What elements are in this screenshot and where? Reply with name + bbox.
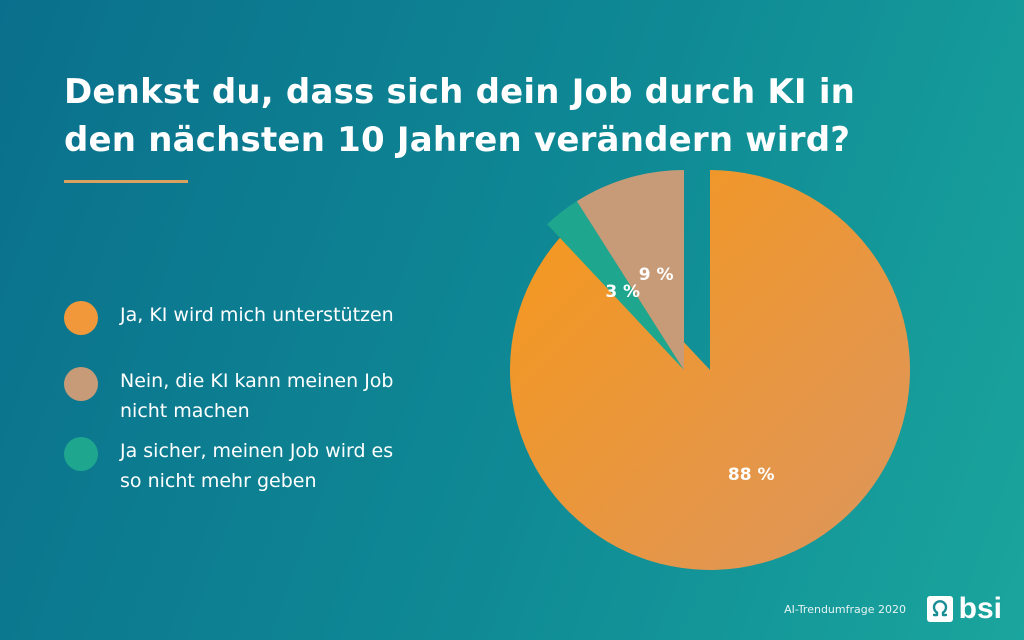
legend-item-unterstuetzen: Ja, KI wird mich unterstützen (64, 300, 410, 335)
legend-swatch-unterstuetzen (64, 301, 98, 335)
pie-chart: 88 % 3 %9 % (509, 170, 910, 570)
legend-swatch-nicht-machen (64, 367, 98, 401)
omega-icon (926, 596, 953, 622)
chart-title: Denkst du, dass sich dein Job durch KI i… (64, 72, 856, 160)
logo-text: bsi (958, 592, 1002, 625)
legend-label-nicht-machen: Nein, die KI kann meinen Job nicht mache… (120, 370, 394, 422)
pie-label-88: 88 % (728, 465, 775, 485)
legend-label-unterstuetzen: Ja, KI wird mich unterstützen (120, 304, 394, 326)
title-underline (64, 180, 188, 183)
legend-item-nicht-mehr-geben: Ja sicher, meinen Job wird es so nicht m… (64, 436, 410, 496)
legend-item-nicht-machen: Nein, die KI kann meinen Job nicht mache… (64, 366, 410, 426)
legend-swatch-nicht-mehr-geben (64, 437, 98, 471)
pie-label-9: 9 % (639, 265, 674, 285)
source-note: AI-Trendumfrage 2020 (784, 603, 906, 616)
legend-label-nicht-mehr-geben: Ja sicher, meinen Job wird es so nicht m… (120, 440, 394, 492)
bsi-logo: bsi (926, 592, 1002, 625)
pie-slice-nicht-machen (576, 170, 684, 370)
pie-label-3: 3 % (605, 282, 640, 302)
pie-slice-nicht-mehr-geben (547, 201, 684, 370)
